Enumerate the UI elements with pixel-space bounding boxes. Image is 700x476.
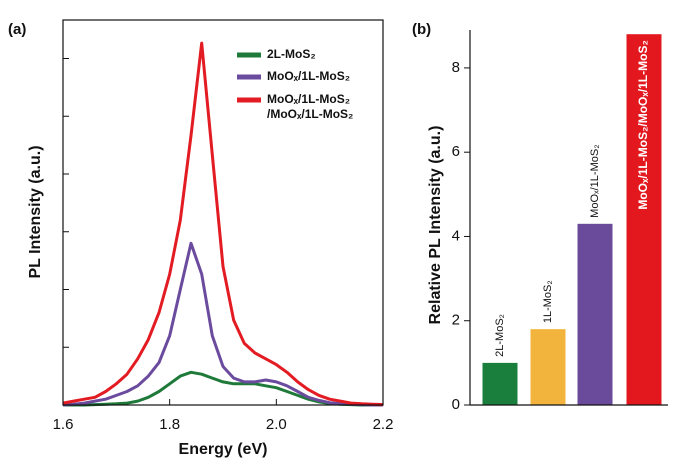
legend-label: 2L-MoS₂ — [267, 47, 316, 61]
x-tick-label: 2.2 — [373, 416, 394, 433]
bar — [577, 223, 613, 405]
spectrum-line — [62, 41, 384, 407]
bar-label: 2L-MoS₂ — [494, 314, 506, 357]
bar — [530, 329, 566, 405]
bar — [626, 34, 662, 406]
bar-label: 1L-MoS₂ — [542, 280, 554, 323]
x-tick-label: 1.6 — [53, 416, 74, 433]
bar-label: MoOₓ/1L-MoS₂ — [589, 145, 601, 218]
y-tick-label: 6 — [452, 143, 460, 160]
legend-label: MoOₓ/1L-MoS₂ — [267, 69, 350, 83]
x-tick-label: 2.0 — [266, 416, 287, 433]
x-tick-label: 1.8 — [159, 416, 180, 433]
y-tick-label: 0 — [452, 396, 460, 413]
plot-frame — [62, 19, 384, 406]
x-axis-title: Energy (eV) — [179, 441, 268, 458]
y-axis-title: PL Intensity (a.u.) — [27, 145, 44, 278]
bar — [482, 362, 518, 405]
y-tick-label: 2 — [452, 312, 460, 329]
spectrum-line — [62, 241, 383, 407]
bar-label: MoOₓ/1L-MoS₂/MoOₓ/1L-MoS₂ — [636, 40, 650, 209]
y-axis-title: Relative PL Intensity (a.u.) — [427, 126, 444, 325]
y-tick-label: 4 — [452, 227, 460, 244]
panel-label: (b) — [412, 21, 431, 38]
y-tick-label: 8 — [452, 59, 460, 76]
panel-label: (a) — [8, 21, 26, 38]
legend-label: MoOₓ/1L-MoS₂/MoOₓ/1L-MoS₂ — [267, 92, 353, 121]
